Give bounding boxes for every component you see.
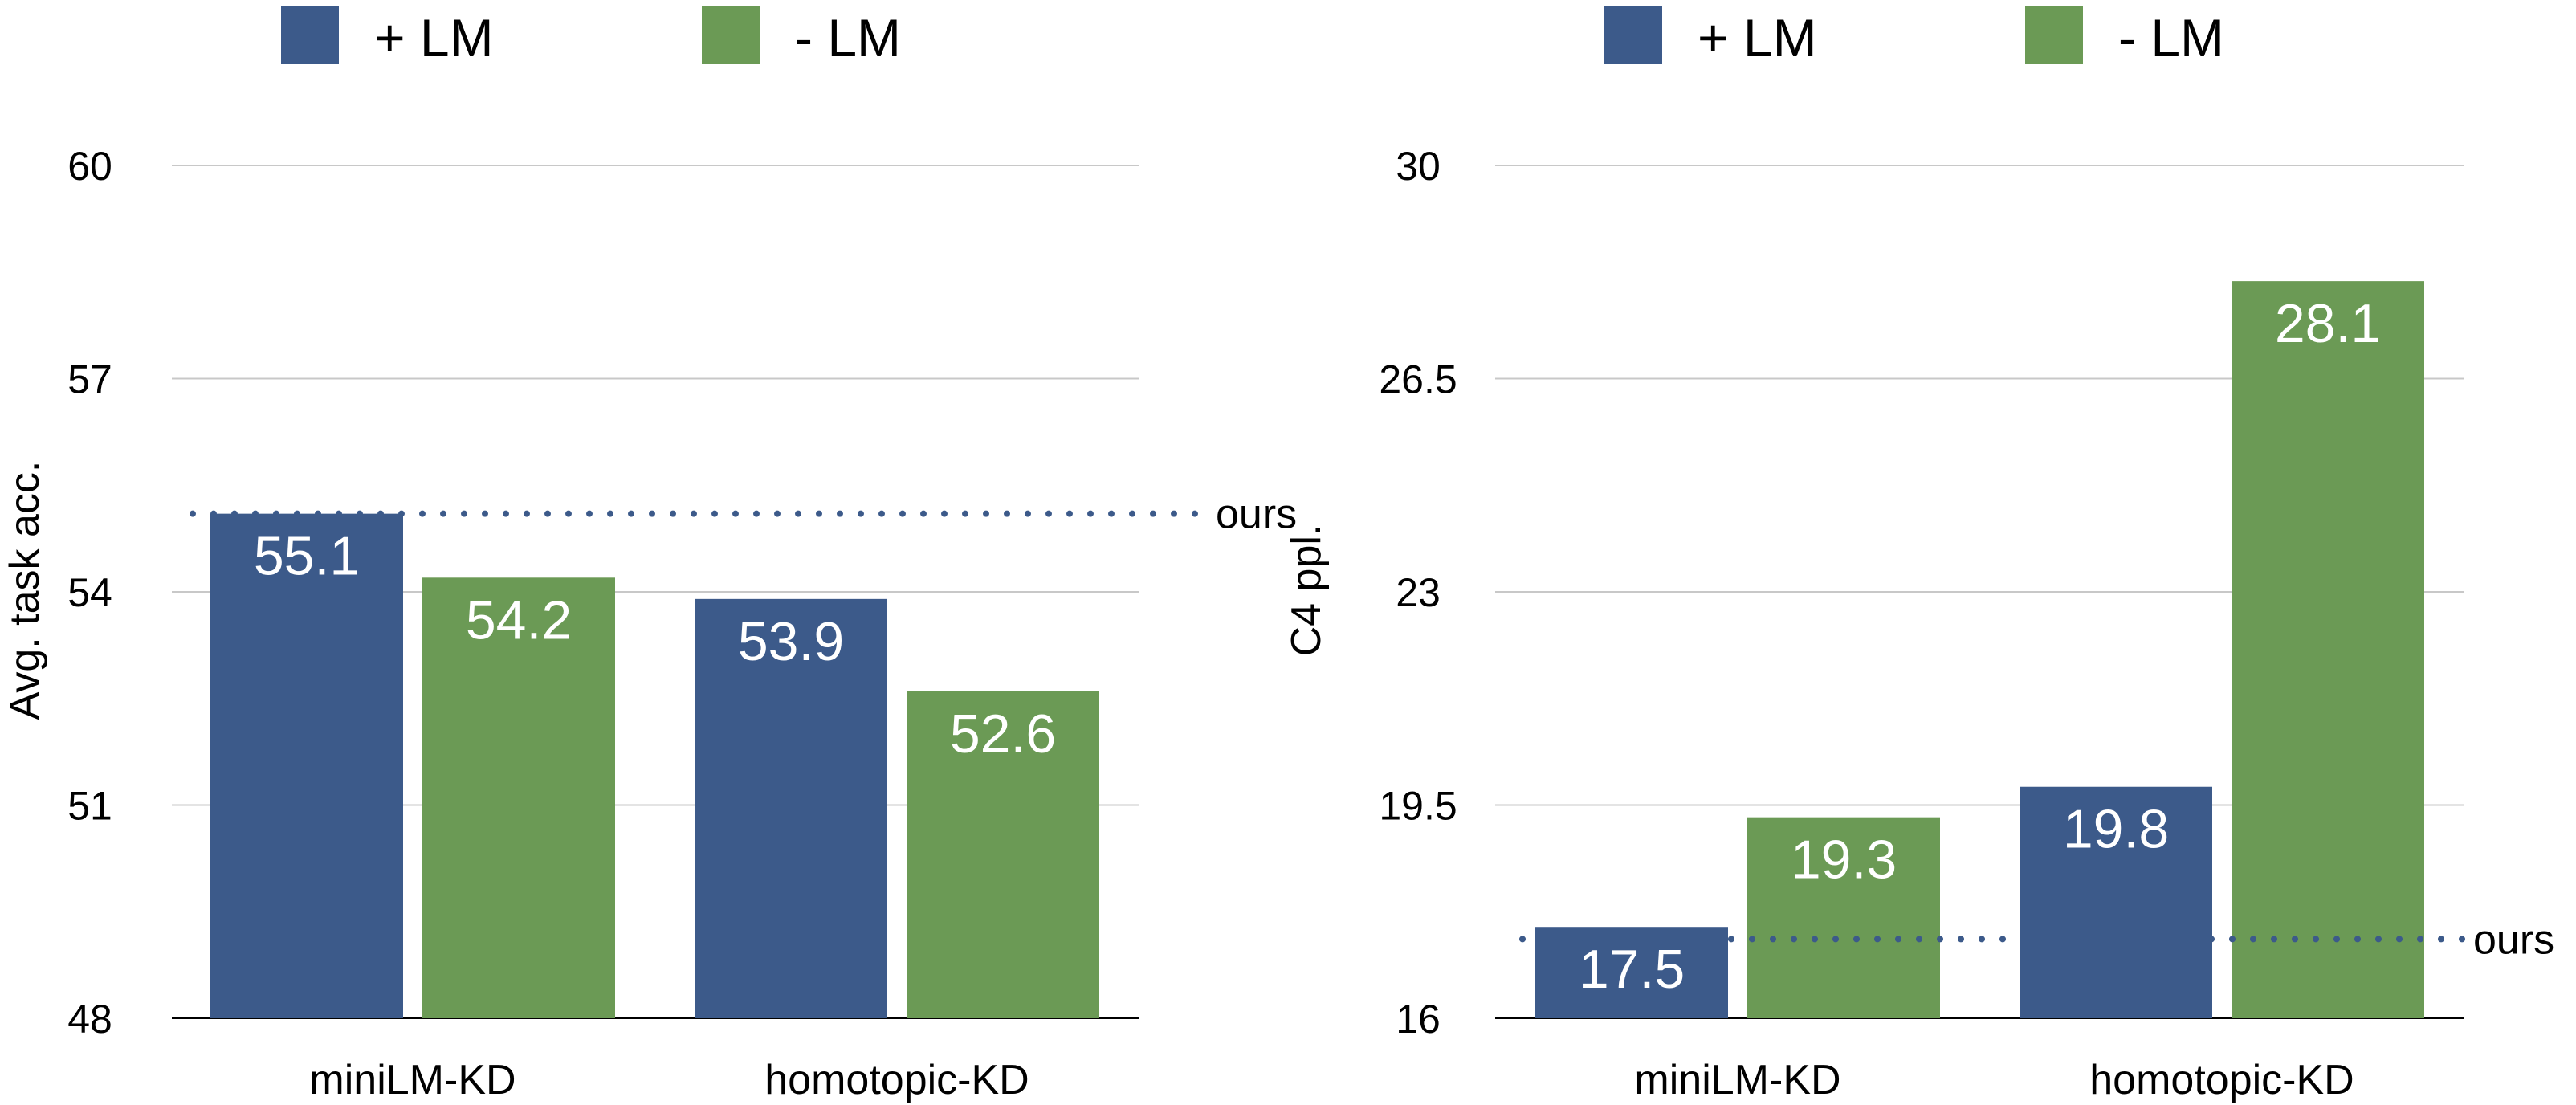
bar	[2020, 786, 2212, 1018]
bar	[1747, 817, 1940, 1018]
bar	[907, 691, 1099, 1018]
bar	[2232, 281, 2424, 1019]
y-tick-label: 26.5	[1379, 357, 1457, 402]
bar-value-label: 55.1	[254, 526, 360, 587]
y-tick-label: 60	[67, 144, 112, 189]
reference-line-label: ours	[2473, 916, 2554, 963]
x-tick-label: homotopic-KD	[764, 1057, 1029, 1103]
bar-value-label: 19.8	[2063, 799, 2169, 860]
legend-label: - LM	[795, 8, 901, 67]
y-tick-label: 57	[67, 357, 112, 402]
bar-value-label: 28.1	[2275, 293, 2381, 354]
bar	[1535, 927, 1728, 1018]
bar	[422, 577, 615, 1018]
y-tick-label: 48	[67, 997, 112, 1042]
y-axis-title: Avg. task acc.	[2, 461, 48, 720]
bar-value-label: 54.2	[466, 589, 572, 650]
reference-line-label: ours	[1216, 491, 1297, 538]
bar-value-label: 53.9	[738, 611, 844, 672]
legend-label: + LM	[374, 8, 494, 67]
bar-value-label: 52.6	[950, 703, 1056, 765]
x-tick-label: miniLM-KD	[1634, 1057, 1840, 1103]
legend-swatch	[281, 6, 339, 64]
y-axis-title: C4 ppl.	[1283, 524, 1330, 657]
legend-label: + LM	[1698, 8, 1817, 67]
legend-swatch	[702, 6, 760, 64]
y-tick-label: 30	[1396, 144, 1441, 189]
bar-value-label: 17.5	[1579, 939, 1685, 1000]
y-tick-label: 16	[1396, 997, 1441, 1042]
y-tick-label: 23	[1396, 570, 1441, 615]
y-tick-label: 51	[67, 784, 112, 829]
bar	[210, 513, 403, 1018]
x-tick-label: homotopic-KD	[2089, 1057, 2354, 1103]
legend-label: - LM	[2118, 8, 2224, 67]
legend-swatch	[2025, 6, 2083, 64]
chart-c4-ppl: 16 19.5 23 26.5 30 C4 ppl. 17.5 19.3 miniLM-KD 19…	[1283, 6, 2554, 1103]
x-tick-label: miniLM-KD	[309, 1057, 516, 1103]
y-tick-label: 54	[67, 570, 112, 615]
y-tick-label: 19.5	[1379, 784, 1457, 829]
chart-avg-task-acc: 48 51 54 57 60 Avg. task acc. 55.1 54.2 miniLM-K…	[2, 6, 1297, 1103]
bar-value-label: 19.3	[1791, 830, 1897, 891]
bar	[695, 598, 887, 1018]
legend-swatch	[1604, 6, 1662, 64]
